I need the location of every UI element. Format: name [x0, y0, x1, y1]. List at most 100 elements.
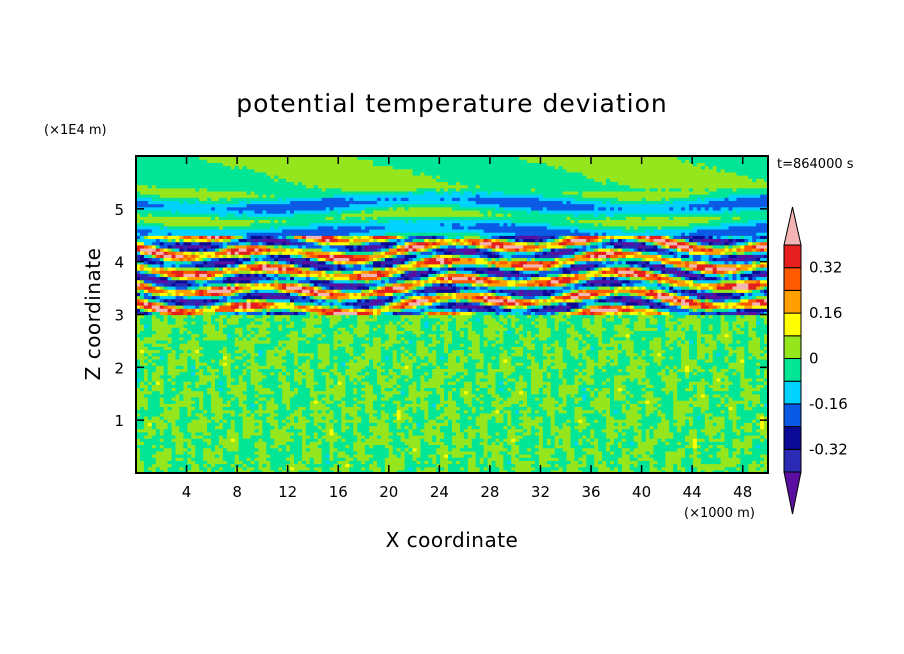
- heatmap-cell: [163, 425, 169, 430]
- heatmap-cell: [558, 403, 564, 408]
- heatmap-cell: [554, 438, 560, 442]
- heatmap-cell: [720, 431, 726, 436]
- heatmap-cell: [147, 447, 153, 452]
- heatmap-cell: [226, 403, 232, 408]
- heatmap-cell: [373, 453, 378, 458]
- heatmap-cell: [534, 447, 540, 452]
- heatmap-cell: [700, 444, 706, 449]
- heatmap-cell: [732, 419, 737, 423]
- heatmap-cell: [226, 450, 232, 455]
- heatmap-cell: [700, 425, 706, 430]
- heatmap-cell: [534, 438, 540, 442]
- heatmap-cell: [218, 450, 224, 455]
- heatmap-cell: [294, 466, 299, 471]
- heatmap-cell: [250, 425, 256, 430]
- heatmap-cell: [459, 463, 465, 468]
- heatmap-cell: [294, 453, 299, 458]
- heatmap-cell: [606, 412, 611, 417]
- heatmap-cell: [388, 453, 394, 458]
- heatmap-cell: [420, 463, 425, 468]
- heatmap-cell: [345, 412, 350, 417]
- heatmap-cell: [234, 434, 240, 439]
- heatmap-cell: [590, 434, 595, 439]
- heatmap-cell: [380, 428, 386, 433]
- heatmap-cell: [337, 466, 342, 471]
- heatmap-cell: [258, 447, 263, 452]
- heatmap-cell: [645, 444, 651, 449]
- heatmap-cell: [333, 460, 339, 465]
- heatmap-cell: [388, 422, 394, 427]
- heatmap-cell: [341, 415, 346, 420]
- heatmap-cell: [586, 431, 591, 436]
- heatmap-cell: [696, 466, 702, 471]
- heatmap-cell: [696, 434, 702, 439]
- heatmap-cell: [534, 409, 540, 414]
- heatmap-cell: [756, 453, 761, 458]
- heatmap-cell: [222, 444, 228, 449]
- heatmap-cell: [254, 450, 260, 455]
- heatmap-cell: [696, 425, 702, 430]
- heatmap-cell: [578, 447, 583, 452]
- heatmap-cell: [724, 415, 730, 420]
- heatmap-cell: [752, 431, 757, 436]
- heatmap-cell: [554, 460, 560, 465]
- heatmap-cell: [764, 441, 769, 446]
- heatmap-cell: [361, 412, 366, 417]
- heatmap-cell: [147, 463, 153, 468]
- heatmap-cell: [151, 463, 157, 468]
- heatmap-cell: [155, 441, 161, 446]
- heatmap-cell: [764, 415, 769, 420]
- heatmap-cell: [424, 431, 429, 436]
- heatmap-cell: [598, 444, 603, 449]
- heatmap-cell: [294, 438, 299, 442]
- heatmap-cell: [373, 434, 378, 439]
- heatmap-cell: [696, 447, 702, 452]
- heatmap-cell: [491, 466, 497, 471]
- heatmap-cell: [396, 425, 402, 430]
- heatmap-cell: [764, 425, 769, 430]
- heatmap-cell: [258, 457, 263, 461]
- heatmap-cell: [495, 463, 500, 468]
- heatmap-cell: [546, 425, 552, 430]
- heatmap-cell: [412, 412, 418, 417]
- heatmap-cell: [428, 419, 433, 423]
- heatmap-cell: [736, 438, 741, 442]
- heatmap-cell: [325, 463, 331, 468]
- heatmap-cell: [515, 457, 520, 461]
- heatmap-cell: [254, 466, 260, 471]
- heatmap-cell: [286, 428, 291, 433]
- heatmap-cell: [542, 409, 548, 414]
- heatmap-cell: [341, 457, 346, 461]
- heatmap-cell: [317, 415, 323, 420]
- heatmap-cell: [621, 463, 627, 468]
- heatmap-cell: [566, 460, 572, 465]
- heatmap-cell: [625, 431, 631, 436]
- heatmap-cell: [179, 444, 184, 449]
- heatmap-cell: [432, 409, 437, 414]
- heatmap-cell: [538, 434, 544, 439]
- heatmap-cell: [400, 415, 406, 420]
- heatmap-cell: [673, 428, 678, 433]
- heatmap-cell: [436, 406, 441, 411]
- heatmap-cell: [550, 419, 556, 423]
- heatmap-cell: [538, 415, 544, 420]
- heatmap-cell: [756, 466, 761, 471]
- heatmap-cell: [637, 425, 643, 430]
- heatmap-cell: [143, 453, 149, 458]
- heatmap-cell: [554, 434, 560, 439]
- heatmap-cell: [495, 409, 500, 414]
- heatmap-cell: [590, 450, 595, 455]
- heatmap-cell: [511, 406, 516, 411]
- heatmap-cell: [282, 406, 287, 411]
- heatmap-cell: [218, 428, 224, 433]
- heatmap-cell: [748, 406, 753, 411]
- heatmap-cell: [258, 419, 263, 423]
- heatmap-cell: [475, 415, 481, 420]
- heatmap-cell: [661, 460, 666, 465]
- heatmap-cell: [325, 434, 331, 439]
- heatmap-cell: [760, 425, 765, 430]
- heatmap-cell: [764, 460, 769, 465]
- heatmap-cell: [673, 406, 678, 411]
- heatmap-cell: [436, 415, 441, 420]
- heatmap-cell: [167, 428, 173, 433]
